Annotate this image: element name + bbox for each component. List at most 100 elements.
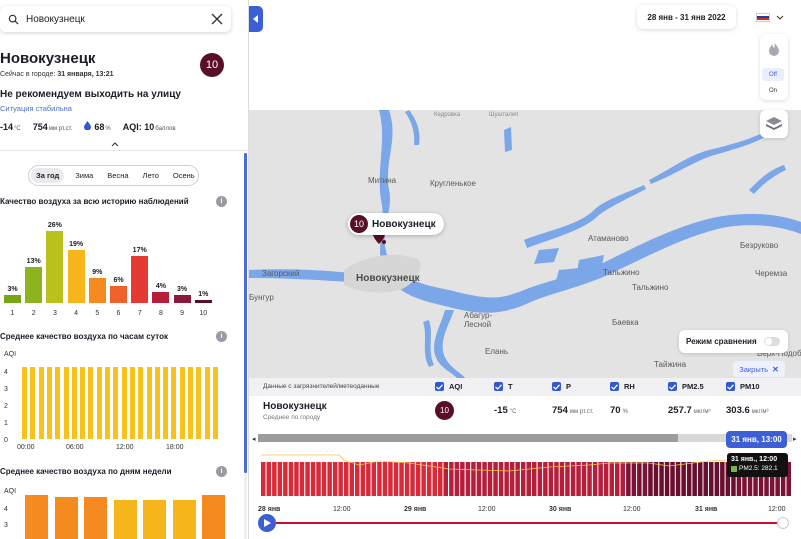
timeline-bar[interactable] — [316, 462, 321, 496]
timeline-bar[interactable] — [266, 462, 272, 496]
left-scrollbar[interactable] — [244, 153, 247, 539]
info-icon[interactable]: i — [216, 331, 227, 342]
timeline-bar[interactable] — [637, 462, 642, 496]
timeline-bar[interactable] — [299, 462, 305, 496]
timeline-bar[interactable] — [349, 462, 355, 496]
timeline-bar[interactable] — [344, 462, 349, 496]
timeline-bar[interactable] — [675, 462, 681, 496]
timeline-bar[interactable] — [570, 462, 576, 496]
timeline-bar[interactable] — [277, 462, 283, 496]
timeline-bar[interactable] — [709, 462, 714, 496]
compare-mode-toggle[interactable]: Режим сравнения — [679, 330, 788, 353]
timeline-bar[interactable] — [592, 462, 598, 496]
timeline-bar[interactable] — [626, 462, 631, 496]
city-marker[interactable]: 10 Новокузнецк — [348, 213, 444, 235]
fire-toggle-on[interactable]: On — [768, 87, 777, 94]
timeline-bar[interactable] — [648, 462, 653, 496]
timeline-bar[interactable] — [399, 462, 404, 496]
timeline-bar[interactable] — [780, 462, 786, 496]
timeline-bar[interactable] — [426, 462, 432, 496]
timeline-bar[interactable] — [742, 462, 747, 496]
timeline-bar[interactable] — [498, 462, 504, 496]
timeline-bar[interactable] — [720, 462, 725, 496]
timeline-bar[interactable] — [769, 462, 775, 496]
timeline-bar[interactable] — [598, 462, 603, 496]
timeline-scrollbar[interactable] — [258, 434, 792, 442]
timeline-bar[interactable] — [388, 462, 393, 496]
timeline-bar[interactable] — [272, 462, 277, 496]
map-area[interactable]: Митина Кругленькое Атаманово Безруково Ч… — [249, 0, 801, 539]
timeline-bar[interactable] — [554, 462, 559, 496]
timeline-bar[interactable] — [543, 462, 548, 496]
timeline-bar[interactable] — [509, 462, 515, 496]
timeline-bar[interactable] — [332, 462, 338, 496]
timeline-bar[interactable] — [736, 462, 742, 496]
timeline-bar[interactable] — [659, 462, 664, 496]
timeline-bar[interactable] — [521, 462, 526, 496]
timeline-bar[interactable] — [438, 462, 443, 496]
timeline-bar[interactable] — [504, 462, 509, 496]
fire-icon[interactable] — [768, 41, 780, 57]
date-range-picker[interactable]: 28 янв - 31 янв 2022 — [637, 5, 736, 29]
timeline-bar[interactable] — [686, 462, 692, 496]
close-icon[interactable] — [211, 13, 223, 25]
scroll-left-icon[interactable]: ◂ — [252, 436, 256, 443]
timeline-bar[interactable] — [355, 462, 360, 496]
timeline-bar[interactable] — [449, 462, 454, 496]
timeline-bar[interactable] — [532, 462, 537, 496]
timeline-scroll-thumb[interactable] — [258, 434, 678, 442]
timeline-bar[interactable] — [471, 462, 476, 496]
timeline-bar[interactable] — [714, 462, 720, 496]
timeline-bar[interactable] — [288, 462, 294, 496]
timeline-bar[interactable] — [681, 462, 686, 496]
timeline-bar[interactable] — [321, 462, 327, 496]
timeline-bar[interactable] — [360, 462, 366, 496]
timeline-bar[interactable] — [581, 462, 587, 496]
metric-checkbox-aqi[interactable]: AQI — [435, 382, 462, 391]
timeline-bar[interactable] — [703, 462, 709, 496]
info-icon[interactable]: i — [216, 196, 227, 207]
timeline-bar[interactable] — [758, 462, 764, 496]
timeline-bar[interactable] — [338, 462, 343, 496]
timeline-bar[interactable] — [366, 462, 371, 496]
timeline-bar[interactable] — [692, 462, 697, 496]
timeline-bar[interactable] — [432, 462, 438, 496]
timeline-bar[interactable] — [587, 462, 592, 496]
chevron-up-icon[interactable] — [111, 141, 119, 147]
timeline-bar[interactable] — [620, 462, 626, 496]
metric-checkbox-rh[interactable]: RH — [610, 382, 635, 391]
timeline-bar[interactable] — [305, 462, 310, 496]
timeline-bar[interactable] — [460, 462, 465, 496]
timeline-bar[interactable] — [377, 462, 382, 496]
timeline-bar[interactable] — [747, 462, 753, 496]
info-icon[interactable]: i — [216, 466, 227, 477]
timeline-bar[interactable] — [482, 462, 487, 496]
timeline-bar[interactable] — [443, 462, 449, 496]
metric-checkbox-p[interactable]: P — [552, 382, 571, 391]
tab-winter[interactable]: Зима — [75, 171, 94, 180]
timeline-bar[interactable] — [603, 462, 609, 496]
timeline-track[interactable] — [276, 522, 786, 524]
search-box[interactable]: Новокузнецк — [0, 6, 231, 32]
timeline-bar[interactable] — [537, 462, 543, 496]
timeline-bar[interactable] — [454, 462, 460, 496]
timeline-bar[interactable] — [421, 462, 426, 496]
timeline-bar[interactable] — [615, 462, 620, 496]
compare-switch[interactable] — [764, 337, 780, 346]
timeline-bar[interactable] — [565, 462, 570, 496]
timeline-bar[interactable] — [609, 462, 615, 496]
timeline-bar[interactable] — [327, 462, 332, 496]
collapse-panel-button[interactable] — [249, 6, 263, 32]
fire-toggle-off[interactable]: Off — [762, 68, 784, 81]
timeline-bar[interactable] — [410, 462, 415, 496]
timeline-bar[interactable] — [493, 462, 498, 496]
metric-checkbox-pm10[interactable]: PM10 — [726, 382, 760, 391]
tab-summer[interactable]: Лето — [142, 171, 159, 180]
timeline-bar[interactable] — [642, 462, 648, 496]
timeline-bar[interactable] — [653, 462, 659, 496]
timeline-bar[interactable] — [476, 462, 482, 496]
tab-year[interactable]: За год — [31, 168, 65, 183]
close-button[interactable]: Закрыть ✕ — [733, 361, 785, 377]
timeline-bar[interactable] — [415, 462, 421, 496]
timeline-bar[interactable] — [310, 462, 316, 496]
